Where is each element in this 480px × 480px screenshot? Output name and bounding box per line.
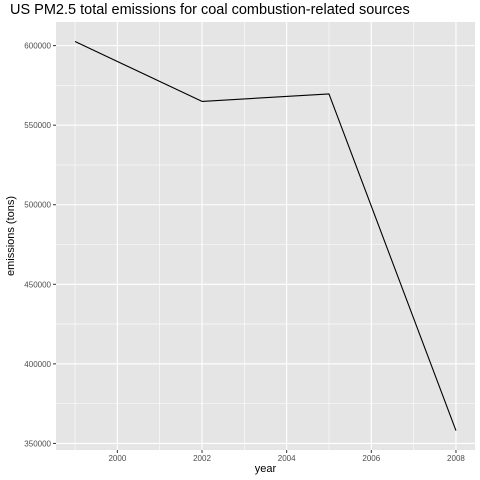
series-group bbox=[74, 40, 457, 431]
y-tick-label: 450000 bbox=[24, 280, 51, 289]
major-gridlines bbox=[56, 22, 475, 450]
y-tick-label: 350000 bbox=[24, 439, 51, 448]
chart-title: US PM2.5 total emissions for coal combus… bbox=[10, 2, 410, 18]
y-axis-ticks: 350000 400000 450000 500000 550000 600000 bbox=[24, 42, 56, 448]
minor-gridlines bbox=[56, 22, 475, 450]
x-tick-label: 2006 bbox=[362, 454, 380, 463]
y-axis-title: emissions (tons) bbox=[5, 196, 17, 276]
x-tick-label: 2000 bbox=[108, 454, 126, 463]
y-tick-label: 400000 bbox=[24, 360, 51, 369]
x-axis-title: year bbox=[255, 463, 277, 475]
emissions-line bbox=[74, 40, 457, 431]
y-tick-label: 500000 bbox=[24, 201, 51, 210]
plot-panel bbox=[56, 22, 475, 450]
x-axis-ticks: 2000 2002 2004 2006 2008 bbox=[108, 450, 465, 463]
y-tick-label: 600000 bbox=[24, 42, 51, 51]
x-tick-label: 2008 bbox=[447, 454, 465, 463]
x-tick-label: 2002 bbox=[193, 454, 211, 463]
y-tick-label: 550000 bbox=[24, 121, 51, 130]
x-tick-label: 2004 bbox=[278, 454, 296, 463]
